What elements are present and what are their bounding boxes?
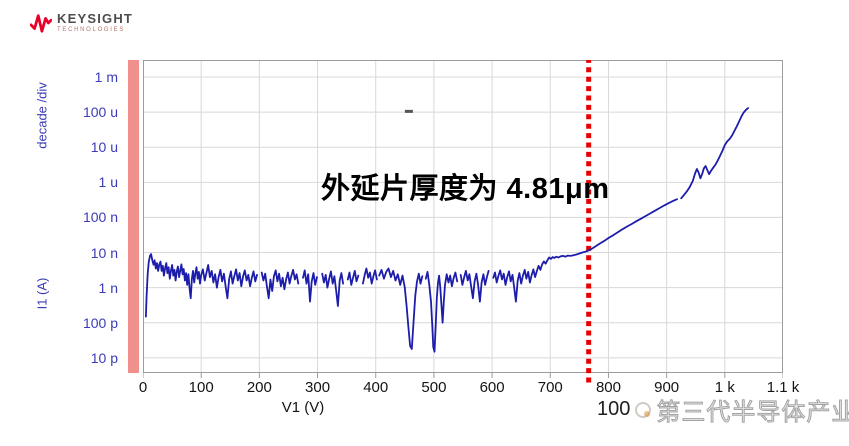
x-tick-label: 300 — [305, 379, 331, 396]
x-tick-label: 700 — [537, 379, 563, 396]
y-tick-label: 10 n — [90, 244, 118, 261]
iv-curve-segment — [459, 270, 490, 303]
watermark: 100 第三代半导体产业 — [597, 392, 849, 427]
x-tick-label: 400 — [363, 379, 389, 396]
y-tick-label: 10 u — [90, 139, 118, 156]
iv-curve-segment — [424, 271, 459, 353]
iv-curve-segment — [260, 269, 300, 300]
y-axis-scale-label: decade /div — [34, 82, 50, 149]
x-tick-label: 900 — [654, 379, 680, 396]
annotation-epi-thickness: 外延片厚度为 4.81μm — [321, 173, 610, 205]
y-axis-title: I1 (A) — [34, 277, 50, 310]
y-axis-highlight-bar — [128, 60, 139, 373]
keysight-brand-text: KEYSIGHT — [57, 11, 134, 26]
watermark-text: 第三代半导体产业 — [656, 399, 849, 427]
x-tick-label: 1 k — [714, 379, 735, 396]
plot-border — [143, 60, 783, 373]
watermark-logo-icon — [635, 401, 652, 418]
iv-curve-segment — [378, 267, 424, 350]
x-tick-label: 1.1 k — [766, 379, 800, 396]
x-tick-label: 0 — [138, 379, 148, 396]
x-tick-label: 100 — [188, 379, 214, 396]
y-tick-label: 100 n — [82, 209, 118, 226]
y-tick-label: 1 u — [98, 174, 118, 191]
x-tick-label: 600 — [479, 379, 505, 396]
x-tick-label: 800 — [595, 379, 621, 396]
iv-curve-segment — [492, 198, 678, 303]
keysight-logo: KEYSIGHT TECHNOLOGIES — [29, 11, 134, 39]
watermark-number: 100 — [597, 398, 631, 420]
iv-curve-segment — [302, 269, 318, 303]
iv-curve-segment — [680, 107, 749, 200]
cursor-marker — [404, 109, 413, 113]
x-tick-label: 200 — [246, 379, 272, 396]
x-axis-title: V1 (V) — [281, 399, 325, 416]
keysight-spark-icon — [29, 12, 53, 39]
iv-curve-segment — [321, 270, 344, 307]
y-tick-label: 100 p — [82, 314, 118, 331]
y-tick-label: 10 p — [90, 349, 118, 366]
y-tick-label: 100 u — [82, 104, 118, 121]
y-tick-label: 1 n — [98, 279, 118, 296]
iv-plot-area — [143, 60, 783, 386]
keysight-sub-text: TECHNOLOGIES — [57, 27, 126, 33]
iv-curve-segment — [362, 267, 378, 285]
y-tick-label: 1 m — [94, 69, 118, 85]
iv-curve-segment — [346, 270, 360, 286]
x-tick-label: 500 — [421, 379, 447, 396]
iv-curve-segment — [145, 253, 258, 318]
